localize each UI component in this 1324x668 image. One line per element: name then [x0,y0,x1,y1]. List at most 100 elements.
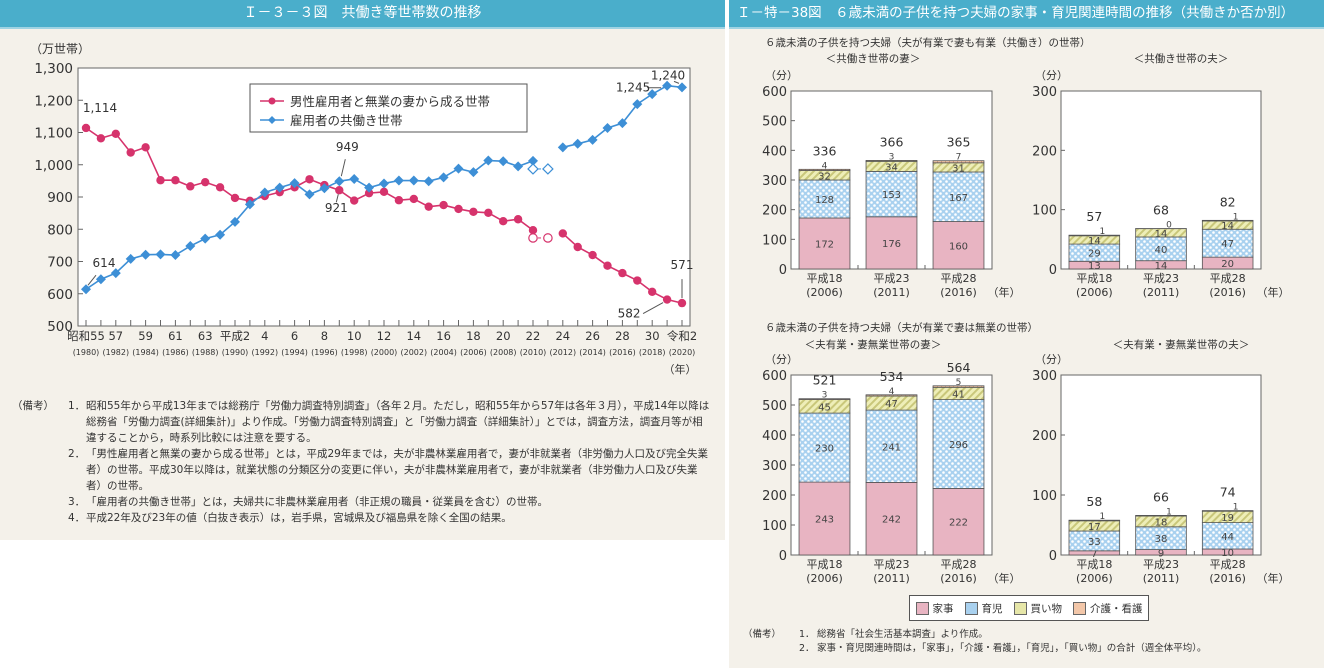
x-axis-label: （年） [664,362,697,376]
total-label: 66 [1153,489,1169,504]
data-point [528,226,538,235]
x-tick-year-label: (2012) [549,348,576,357]
data-point [662,80,673,91]
y-tick-label: 200 [762,489,787,504]
bar-segment [798,179,851,219]
data-point [632,99,643,110]
annotation-leader [340,159,346,177]
x-tick-year-label: (2016) [1209,286,1246,299]
x-tick-year-label: (1990) [222,348,249,357]
bar-segment [1135,515,1187,517]
y-tick-label: 200 [1032,144,1057,159]
note-label [743,642,799,656]
hollow-data-point [528,233,538,243]
note-number: 1． [799,629,815,640]
bar-segment [798,412,851,483]
note-text: 昭和55年から平成13年までは総務庁「労働力調査特別調査」（各年２月。ただし，昭… [86,400,710,444]
data-point [200,233,211,244]
y-tick-label: 500 [762,399,787,414]
data-point [484,208,493,218]
note-label [12,494,68,510]
segment-label: 153 [882,190,901,201]
bar-segment [1201,510,1254,512]
data-point [394,196,404,205]
x-tick-label: 平成18 [807,558,843,571]
note-number: 4． [68,512,86,524]
note-text: 総務省「社会生活基本調査」より作成。 [817,629,988,640]
bar-segment [1201,219,1254,222]
data-point [304,189,315,200]
y-axis-label: （分） [1035,353,1068,366]
y-tick-label: 300 [1032,85,1057,100]
y-axis-label: （万世帯） [30,42,90,56]
segment-label: 19 [1221,513,1234,524]
segment-label: 20 [1221,259,1234,270]
x-tick-year-label: (1986) [162,348,189,357]
data-point [408,175,419,186]
data-point [364,182,375,193]
data-point [513,215,523,224]
bar-segment [932,160,985,164]
y-tick-label: 0 [1049,263,1057,278]
data-point [379,187,389,197]
total-label: 521 [813,373,837,388]
note-item: （備考） 1． 昭和55年から平成13年までは総務庁「労働力調査特別調査」（各年２月… [12,398,712,446]
bar-segment [865,216,918,270]
segment-label: 17 [1088,522,1101,533]
note-number: 2． [68,448,86,460]
data-point [498,156,509,167]
annotation-leader [642,302,664,314]
segment-label: 47 [885,399,898,410]
segment-label: 128 [815,195,834,206]
data-label: 1,240 [651,68,685,82]
note-label [12,510,68,526]
legend-marker [268,116,276,124]
note-number: 1． [68,400,86,412]
y-tick-label: 1,000 [34,158,73,174]
x-tick-label: 平成23 [874,272,910,285]
legend-item: 家事 [915,601,954,616]
data-point [677,82,687,93]
left-figure-title: Ｉ－３－３図 共働き等世帯数の推移 [0,0,725,29]
segment-label: 1 [1233,503,1239,513]
segment-label: 13 [1088,261,1101,272]
bar-segment [865,170,918,218]
y-tick-label: 300 [762,459,787,474]
x-tick-year-label: (1984) [132,348,159,357]
x-tick-year-label: (2016) [1209,572,1246,585]
bar-segment [1068,519,1121,522]
y-axis-label: （分） [765,69,798,82]
segment-label: 34 [885,162,898,173]
data-point [424,202,433,211]
x-tick-year-label: (2002) [400,348,427,357]
data-point [469,207,478,217]
note-label [12,446,68,494]
x-tick-label: 平成28 [1210,272,1246,285]
y-tick-label: 700 [47,255,73,271]
data-point [618,268,627,278]
data-point [274,182,285,193]
data-point [572,138,583,149]
x-tick-year-label: (2006) [460,348,487,357]
x-tick-year-label: (2011) [1143,286,1180,299]
data-point [558,229,567,238]
legend-label: 家事 [932,602,954,615]
segment-label: 47 [1221,239,1234,250]
y-tick-label: 100 [762,519,787,534]
data-point [259,187,270,198]
data-point [423,176,434,187]
total-label: 57 [1086,209,1102,224]
x-tick-year-label: (2011) [1143,572,1180,585]
legend-label: 雇用者の共働き世帯 [290,113,403,128]
hollow-data-point [527,163,539,175]
segment-label: 1 [1099,227,1105,237]
x-tick-year-label: (2014) [579,348,606,357]
x-tick-year-label: (2010) [520,348,547,357]
x-tick-label: 平成18 [1076,558,1112,571]
data-label: 921 [325,201,348,215]
y-tick-label: 500 [762,115,787,130]
legend-swatch [915,601,929,615]
bar-chart-3: ＜夫有業・妻無業世帯の妻＞（分）0100200300400500600平成18(… [762,338,1020,585]
x-tick-year-label: (1994) [281,348,308,357]
